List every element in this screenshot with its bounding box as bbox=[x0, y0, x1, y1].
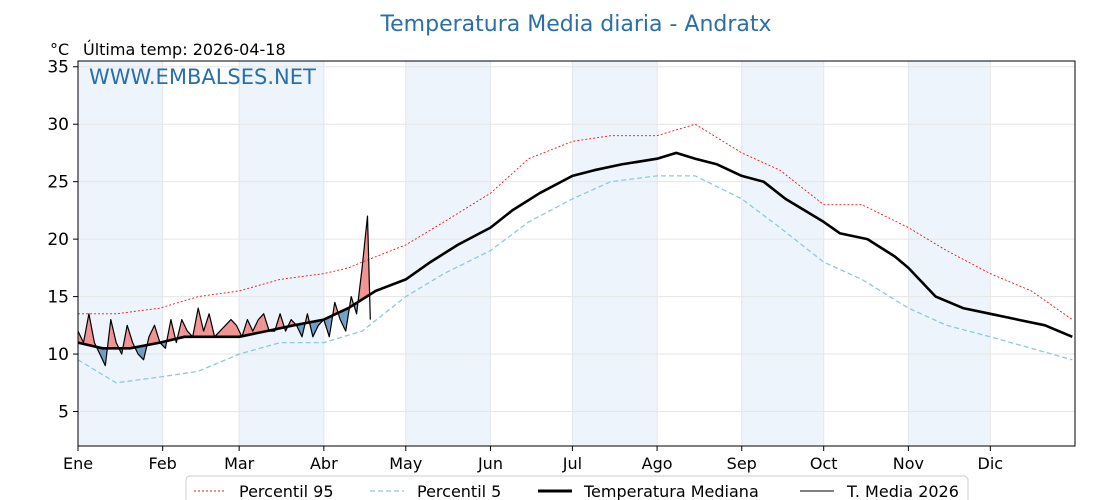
above-median-fill bbox=[362, 216, 368, 300]
month-band bbox=[405, 61, 491, 446]
series-line-median bbox=[77, 151, 1073, 350]
x-tick-label: May bbox=[389, 454, 422, 473]
above-median-fill bbox=[220, 325, 226, 337]
watermark: WWW.EMBALSES.NET bbox=[89, 65, 316, 89]
series-line-p5 bbox=[77, 175, 1073, 384]
series-lines bbox=[77, 123, 1073, 384]
legend-label-p5: Percentil 5 bbox=[417, 482, 501, 500]
x-tick-label: Dic bbox=[978, 454, 1004, 473]
below-median-fill bbox=[138, 345, 144, 360]
series-line-current bbox=[77, 215, 371, 367]
legend-label-p95: Percentil 95 bbox=[239, 482, 334, 500]
above-median-fill bbox=[230, 319, 237, 337]
above-median-fill bbox=[225, 319, 231, 337]
x-tick-label: Ene bbox=[63, 454, 93, 473]
x-tick-label: Feb bbox=[149, 454, 177, 473]
y-tick-label: 25 bbox=[47, 173, 69, 193]
x-tick-label: Jun bbox=[477, 454, 503, 473]
legend-box bbox=[185, 475, 969, 500]
y-tick-label: 20 bbox=[47, 230, 69, 250]
y-tick-label: 15 bbox=[47, 288, 69, 308]
y-tick-label: 5 bbox=[58, 403, 69, 423]
below-median-fill bbox=[340, 309, 346, 332]
chart-title: Temperatura Media diaria - Andratx bbox=[379, 12, 771, 37]
y-tick-label: 10 bbox=[47, 345, 69, 365]
month-band bbox=[78, 61, 163, 446]
last-temp-label: Última temp: 2026-04-18 bbox=[83, 40, 286, 59]
x-tick-label: Nov bbox=[893, 454, 924, 473]
month-band bbox=[239, 61, 324, 446]
below-median-fill bbox=[99, 347, 106, 366]
x-axis-ticks: Ene Feb Mar Abr May Jun Jul Ago Sep Oct Nov Dic bbox=[63, 446, 1003, 473]
series-line-p95 bbox=[78, 123, 1073, 320]
y-tick-label: 35 bbox=[47, 58, 69, 78]
y-tick-label: 30 bbox=[47, 115, 69, 135]
month-bands bbox=[78, 61, 991, 446]
unit-label: °C bbox=[50, 40, 69, 59]
month-band bbox=[741, 61, 824, 446]
x-tick-label: Abr bbox=[310, 454, 338, 473]
above-median-fill bbox=[149, 325, 155, 345]
month-band bbox=[572, 61, 658, 446]
y-axis-ticks: 5 10 15 20 25 30 35 bbox=[47, 58, 78, 423]
x-tick-label: Sep bbox=[727, 454, 757, 473]
legend-label-median: Temperatura Mediana bbox=[583, 482, 759, 500]
x-tick-label: Jul bbox=[562, 454, 582, 473]
legend-label-current: T. Media 2026 bbox=[846, 482, 959, 500]
above-median-fill bbox=[181, 319, 188, 338]
plot-frame bbox=[77, 60, 1076, 447]
grid-lines bbox=[77, 61, 1075, 446]
x-tick-label: Ago bbox=[642, 454, 673, 473]
legend: Percentil 95 Percentil 5 Temperatura Med… bbox=[185, 475, 969, 500]
x-tick-label: Mar bbox=[224, 454, 255, 473]
x-tick-label: Oct bbox=[810, 454, 838, 473]
month-band bbox=[908, 61, 991, 446]
